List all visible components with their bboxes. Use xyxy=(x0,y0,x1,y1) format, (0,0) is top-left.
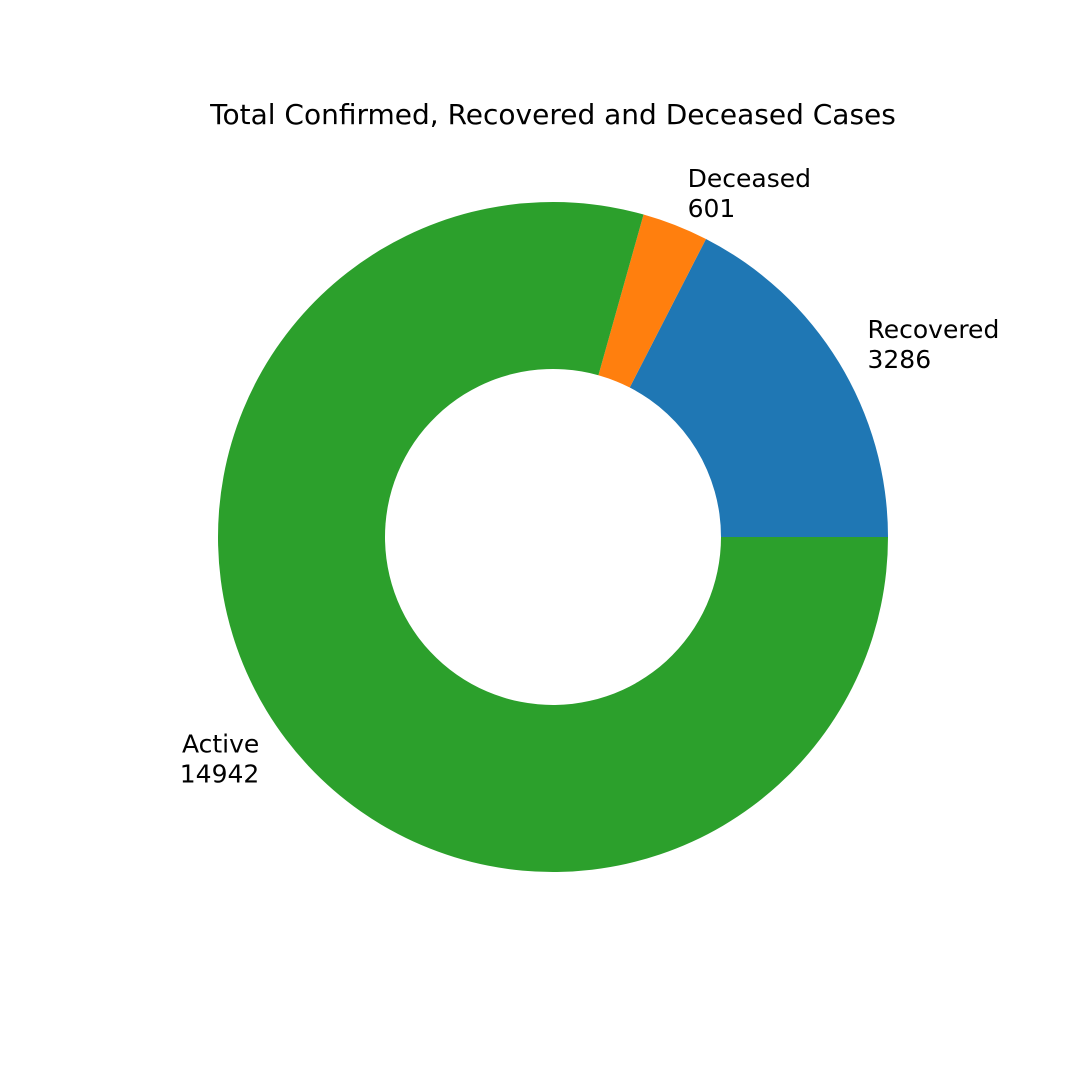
slice-label-name: Recovered xyxy=(867,315,999,344)
slice-recovered xyxy=(629,238,889,538)
slice-label-value: 3286 xyxy=(867,345,931,374)
slice-label-value: 601 xyxy=(688,194,736,223)
slice-label-name: Deceased xyxy=(688,164,811,193)
chart-title: Total Confirmed, Recovered and Deceased … xyxy=(209,98,896,131)
slice-active xyxy=(217,202,888,873)
labels-layer: Recovered 3286 Deceased 601 Active 14942 xyxy=(180,164,1000,789)
slice-label-value: 14942 xyxy=(180,760,260,789)
slices-layer xyxy=(217,202,889,873)
slice-label-deceased: Deceased 601 xyxy=(688,164,811,223)
slice-label-active: Active 14942 xyxy=(180,730,260,789)
slice-label-recovered: Recovered 3286 xyxy=(867,315,999,374)
slice-deceased xyxy=(598,214,706,388)
slice-label-name: Active xyxy=(182,730,259,759)
